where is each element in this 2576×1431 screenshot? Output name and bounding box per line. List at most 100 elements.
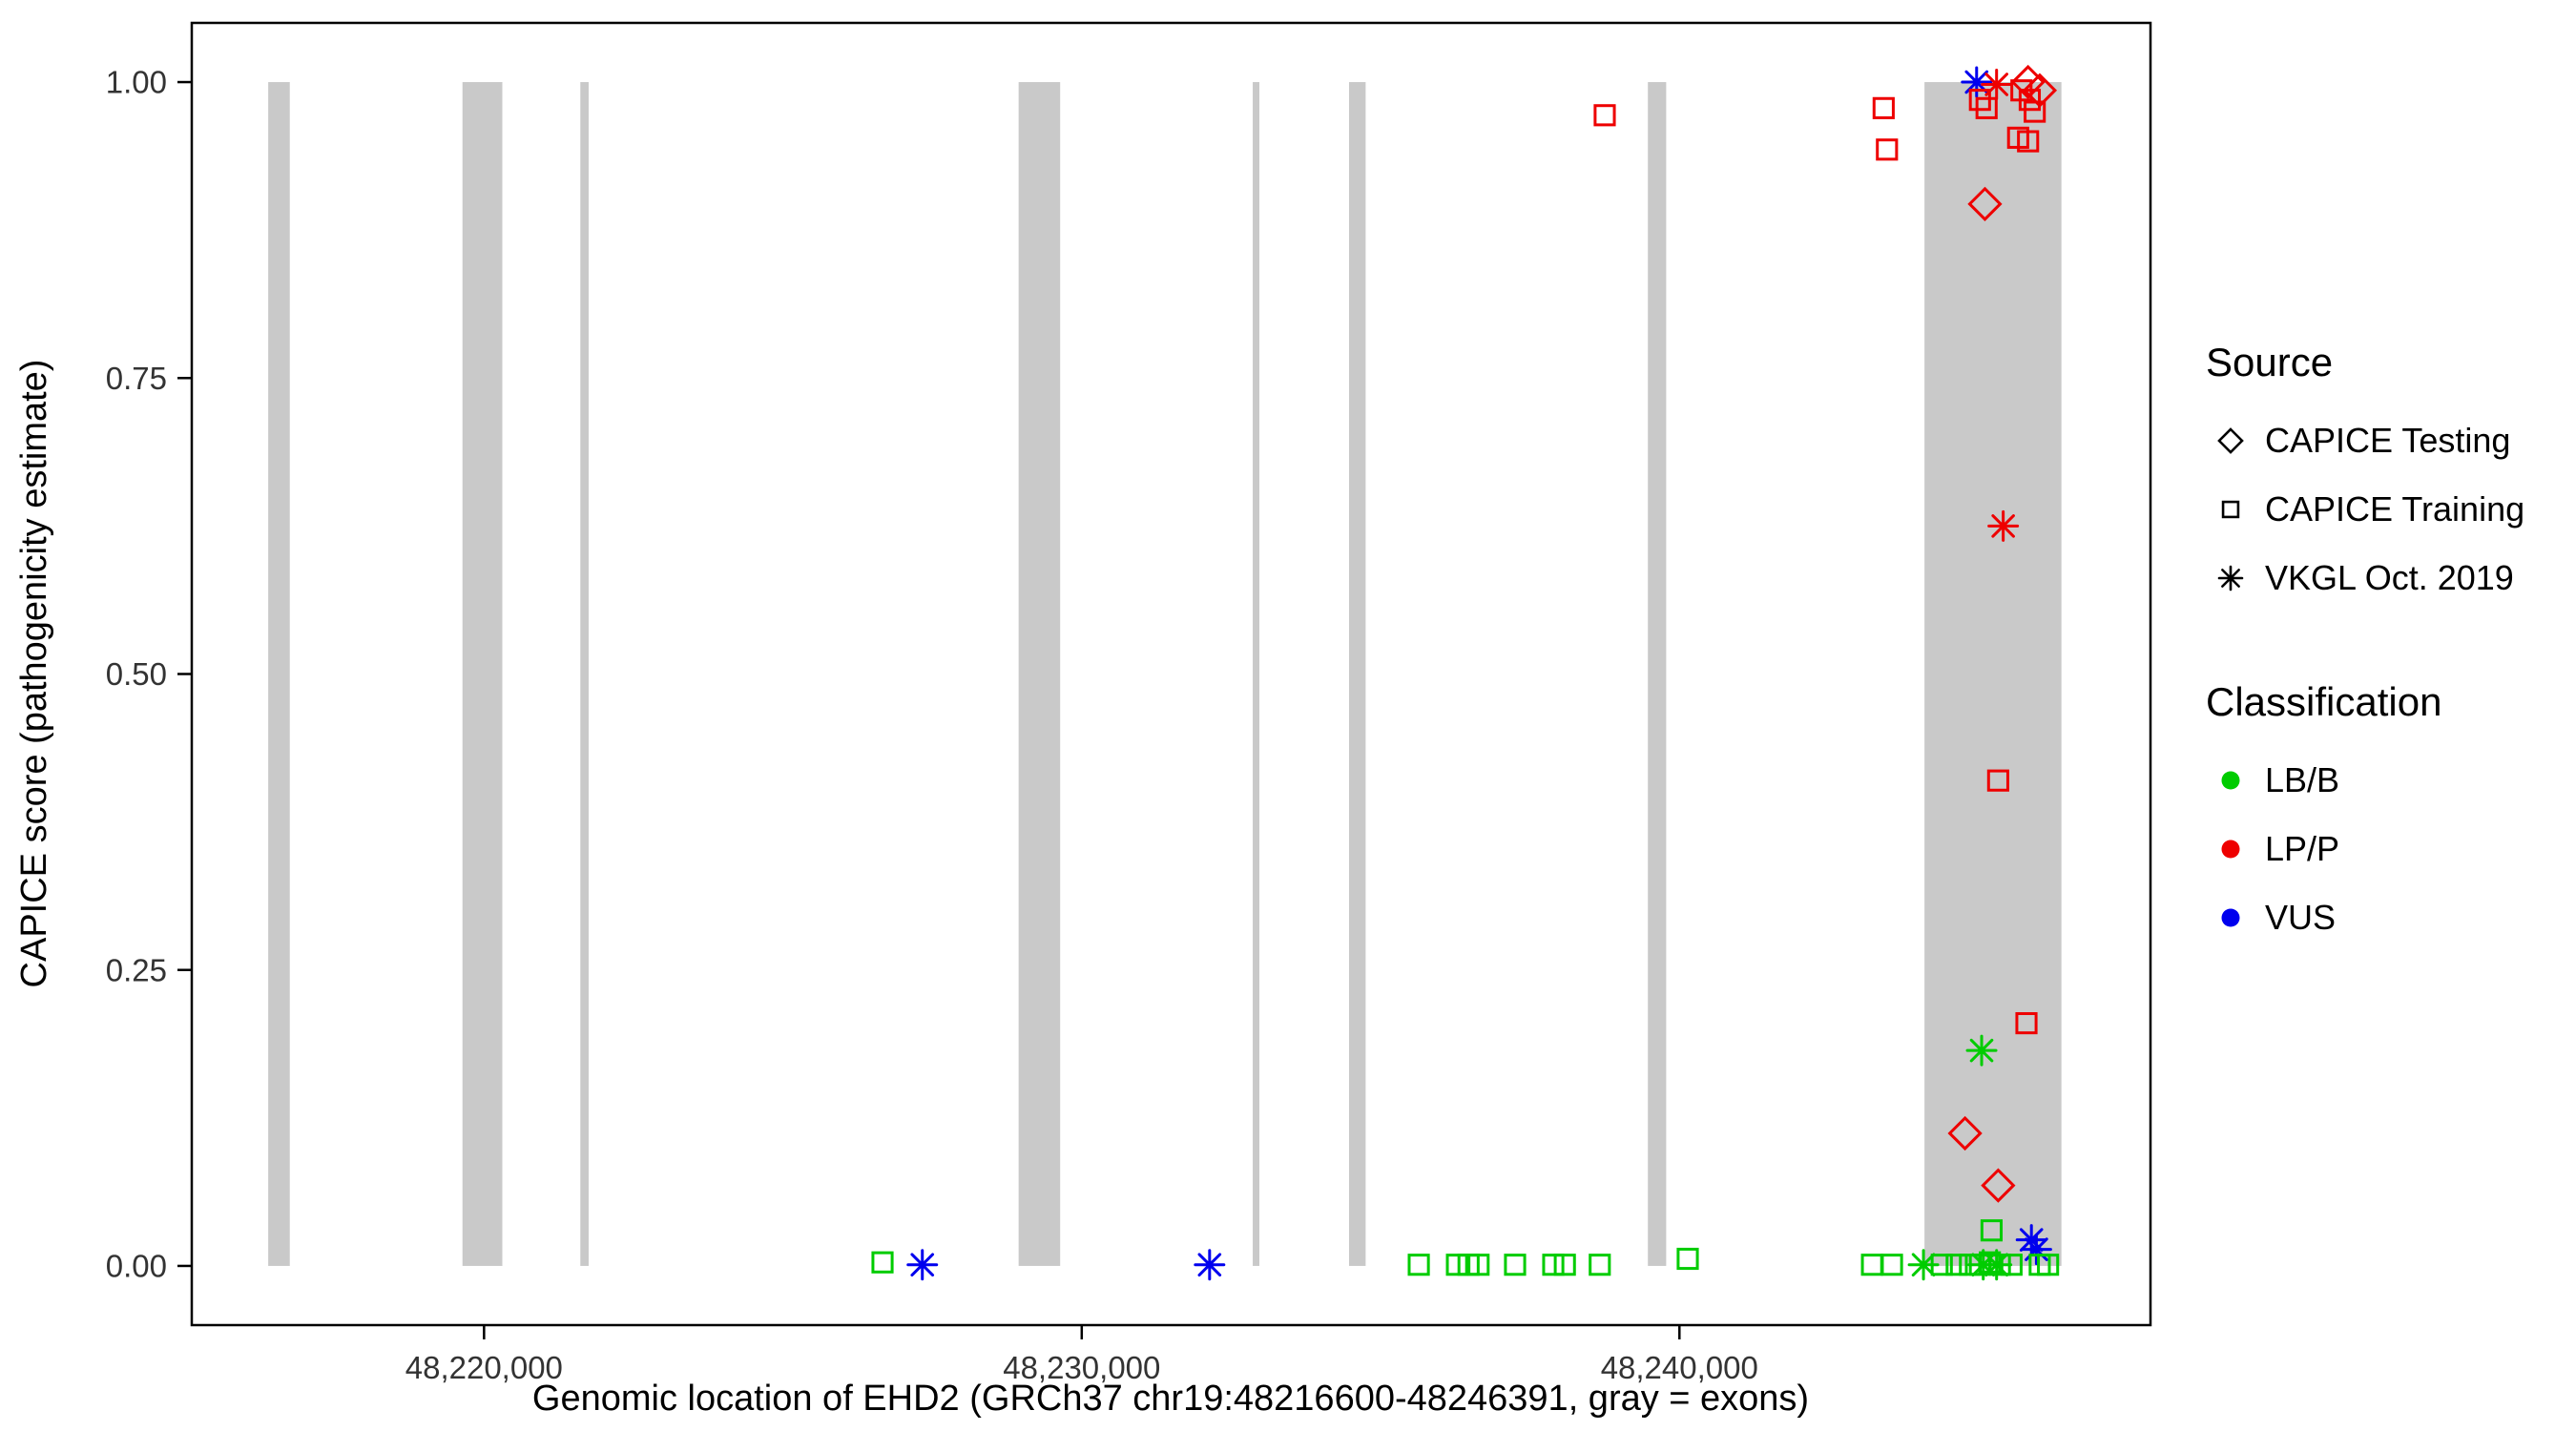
data-point-glyph xyxy=(1872,96,1895,119)
data-point xyxy=(2020,1234,2052,1266)
exon-rect xyxy=(1348,82,1366,1266)
data-point-glyph xyxy=(1961,66,1993,98)
legend-title-source: Source xyxy=(2206,340,2334,384)
x-tick-label: 48,220,000 xyxy=(405,1350,563,1385)
data-point xyxy=(1407,1254,1430,1276)
data-point-glyph xyxy=(1876,138,1899,161)
data-point xyxy=(2017,130,2040,153)
legend-item-square-key-icon xyxy=(2221,500,2240,519)
data-point-glyph xyxy=(1407,1254,1430,1276)
data-point xyxy=(1981,1249,2013,1281)
legend-item-lp-p-label: LP/P xyxy=(2265,829,2340,868)
data-point xyxy=(1504,1254,1527,1276)
data-point-glyph xyxy=(1981,69,2013,101)
data-point-glyph xyxy=(2018,89,2042,112)
legend-source-items: CAPICE Testing CAPICE Training VKGL Oct. 2… xyxy=(2206,406,2524,612)
data-point-glyph xyxy=(1975,96,1998,119)
data-point-glyph xyxy=(1553,1254,1576,1276)
data-point-glyph xyxy=(1504,1254,1527,1276)
legend-item-lp-p: LP/P xyxy=(2206,815,2524,883)
data-point xyxy=(2000,1254,2023,1276)
data-point xyxy=(1965,1034,1998,1067)
data-point-glyph xyxy=(1981,1168,2016,1203)
data-point xyxy=(1987,509,2020,542)
legend-classification-items: LB/B LP/P VUS xyxy=(2206,746,2524,952)
legend-item-asterisk: VKGL Oct. 2019 xyxy=(2206,544,2524,612)
legend-item-asterisk-key xyxy=(2217,565,2244,591)
legend-section-classification: Classification LB/B LP/P VUS xyxy=(2206,679,2524,952)
data-point-glyph xyxy=(1860,1254,1883,1276)
exon-rect xyxy=(1253,82,1259,1266)
x-tick-label: 48,230,000 xyxy=(1003,1350,1160,1385)
data-point xyxy=(1467,1254,1490,1276)
y-tick-label: 0.50 xyxy=(106,656,167,692)
data-point-glyph xyxy=(1194,1249,1226,1281)
data-point-glyph xyxy=(2020,1234,2052,1266)
data-point-glyph xyxy=(2037,1254,2060,1276)
legend-item-diamond-key-icon xyxy=(2217,427,2244,454)
data-point-glyph xyxy=(1988,1254,2011,1276)
data-point xyxy=(1988,1254,2011,1276)
data-point xyxy=(1589,1254,1611,1276)
data-point-glyph xyxy=(1907,1249,1940,1281)
data-point-glyph xyxy=(1981,1249,2013,1281)
exon-rect xyxy=(268,82,290,1266)
data-point-glyph xyxy=(2022,73,2058,108)
data-point xyxy=(1986,769,2009,792)
data-point xyxy=(2022,73,2058,108)
data-point xyxy=(1872,96,1895,119)
data-point xyxy=(1194,1249,1226,1281)
exon-rect xyxy=(1924,82,2062,1266)
y-tick-label: 0.75 xyxy=(106,361,167,396)
exon-rect xyxy=(1018,82,1061,1266)
data-point xyxy=(1445,1254,1468,1276)
data-point-glyph xyxy=(2000,1254,2023,1276)
legend-item-lp-p-key-glyph xyxy=(2221,840,2240,859)
data-point-glyph xyxy=(1980,1219,2004,1242)
points-layer xyxy=(871,64,2060,1281)
exon-rect xyxy=(1648,82,1667,1266)
data-point-glyph xyxy=(2015,1011,2038,1035)
data-point xyxy=(1930,1254,1953,1276)
legend-item-lb-b: LB/B xyxy=(2206,746,2524,815)
legend-item-square: CAPICE Training xyxy=(2206,475,2524,544)
exon-rect xyxy=(462,82,503,1266)
data-point xyxy=(1860,1254,1883,1276)
data-point xyxy=(906,1249,939,1281)
legend-item-vus-label: VUS xyxy=(2265,898,2337,937)
exon-rect xyxy=(580,82,589,1266)
data-point-glyph xyxy=(1945,1254,1968,1276)
data-point xyxy=(871,1251,894,1274)
legend-item-vus: VUS xyxy=(2206,883,2524,952)
y-tick-label: 0.25 xyxy=(106,952,167,987)
data-point xyxy=(1981,1168,2016,1203)
data-point xyxy=(2018,89,2042,112)
legend-item-diamond-label: CAPICE Testing xyxy=(2265,421,2511,460)
legend-item-lp-p-key-icon xyxy=(2221,840,2240,859)
data-point xyxy=(1553,1254,1576,1276)
legend-item-lb-b-key-icon xyxy=(2221,771,2240,790)
data-point xyxy=(1593,104,1616,127)
legend-item-lb-b-key xyxy=(2221,771,2240,790)
data-point-glyph xyxy=(1589,1254,1611,1276)
exon-layer xyxy=(268,82,2062,1266)
legend-item-vus-key xyxy=(2221,908,2240,927)
data-point xyxy=(2015,1011,2038,1035)
data-point-glyph xyxy=(1965,1034,1998,1067)
legend-item-vus-key-glyph xyxy=(2221,908,2240,927)
legend-title-classification: Classification xyxy=(2206,679,2442,724)
legend-section-source: Source CAPICE Testing CAPICE Training VKGL… xyxy=(2206,340,2524,612)
legend-item-diamond-key-glyph xyxy=(2217,427,2244,454)
legend-item-diamond: CAPICE Testing xyxy=(2206,406,2524,475)
x-tick-label: 48,240,000 xyxy=(1601,1350,1758,1385)
data-point xyxy=(1542,1254,1565,1276)
data-point xyxy=(1945,1254,1968,1276)
legend-item-lb-b-key-glyph xyxy=(2221,771,2240,790)
data-point-glyph xyxy=(1467,1254,1490,1276)
data-point xyxy=(1676,1247,1699,1271)
data-point-glyph xyxy=(1542,1254,1565,1276)
data-point-glyph xyxy=(1676,1247,1699,1271)
data-point xyxy=(2037,1254,2060,1276)
